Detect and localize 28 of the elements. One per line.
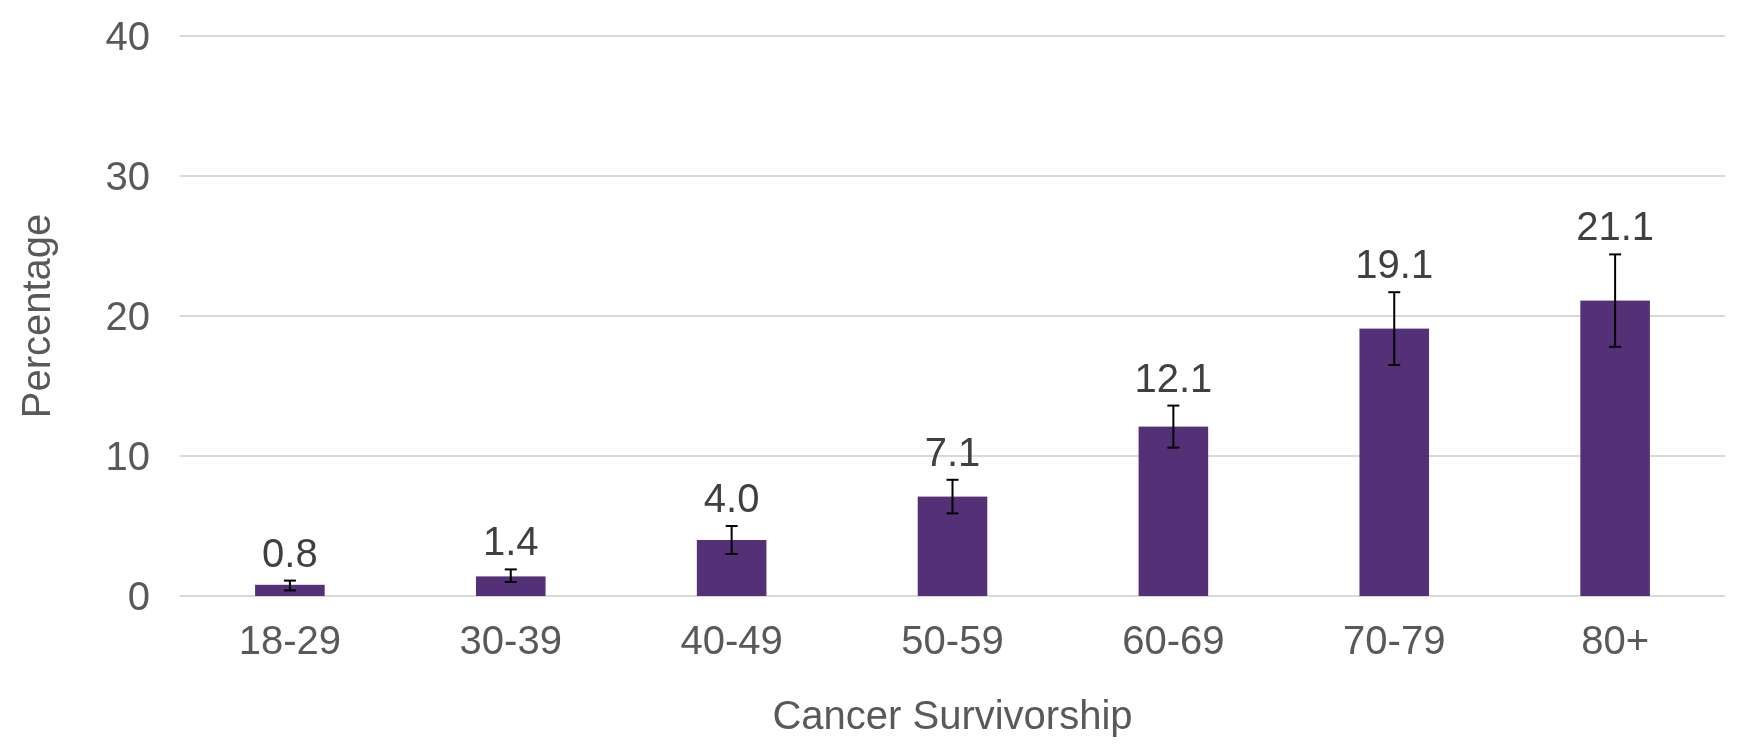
y-tick-label: 0 — [127, 574, 150, 618]
data-label: 4.0 — [703, 476, 760, 520]
y-tick-label: 40 — [105, 14, 150, 58]
x-tick-label: 80+ — [1581, 618, 1650, 662]
data-label: 1.4 — [482, 519, 539, 564]
x-tick-label: 18-29 — [238, 618, 342, 662]
y-tick-label: 30 — [105, 154, 150, 198]
x-tick-label: 40-49 — [680, 618, 783, 662]
data-label: 7.1 — [924, 429, 981, 474]
bar — [1359, 328, 1430, 596]
bar — [917, 496, 988, 596]
x-tick-label: 70-79 — [1343, 618, 1446, 662]
bar — [696, 540, 767, 596]
y-tick-label: 10 — [105, 434, 150, 478]
y-tick-label: 20 — [105, 294, 150, 338]
bar — [475, 576, 546, 596]
bar — [1138, 426, 1209, 596]
x-tick-label: 30-39 — [459, 618, 562, 662]
y-axis-title: Percentage — [14, 213, 58, 419]
data-label: 12.1 — [1134, 355, 1213, 400]
x-tick-label: 50-59 — [901, 618, 1004, 662]
data-label: 0.8 — [262, 530, 318, 575]
data-label: 21.1 — [1576, 204, 1655, 249]
data-label: 19.1 — [1355, 242, 1434, 287]
bar — [1580, 300, 1650, 596]
bar — [255, 584, 325, 596]
x-axis-title: Cancer Survivorship — [772, 693, 1133, 737]
x-tick-label: 60-69 — [1122, 618, 1225, 662]
